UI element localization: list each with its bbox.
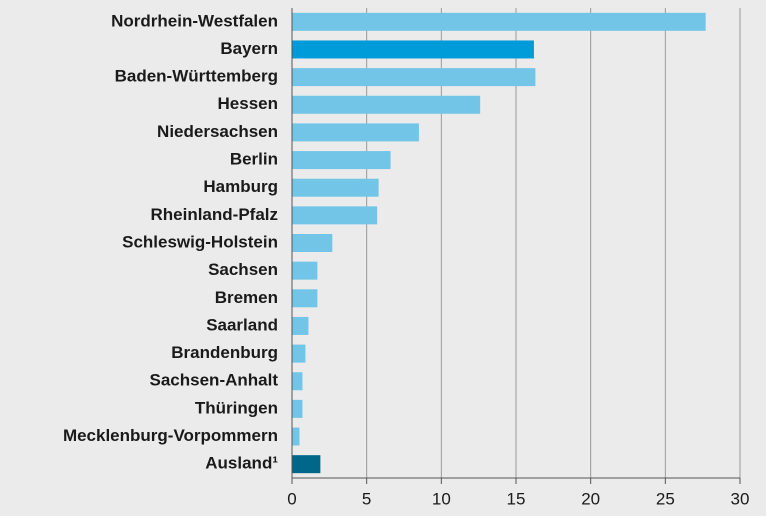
y-tick-label: Nordrhein-Westfalen: [111, 11, 278, 30]
bar: [292, 68, 536, 87]
bar: [292, 261, 318, 280]
bar: [292, 123, 419, 142]
y-tick-label: Niedersachsen: [157, 122, 278, 141]
x-tick-label: 0: [287, 489, 296, 508]
y-tick-label: Bayern: [220, 39, 278, 58]
bar: [292, 151, 391, 170]
y-tick-label: Saarland: [206, 315, 278, 334]
x-tick-label: 15: [507, 489, 526, 508]
bar: [292, 178, 379, 197]
y-tick-label: Thüringen: [195, 398, 278, 417]
bar: [292, 289, 318, 308]
bar: [292, 206, 378, 225]
x-tick-label: 25: [656, 489, 675, 508]
y-tick-label: Sachsen: [208, 260, 278, 279]
y-tick-label: Sachsen-Anhalt: [150, 371, 279, 390]
bar: [292, 399, 303, 418]
y-tick-label: Ausland¹: [205, 454, 278, 473]
bar: [292, 316, 309, 335]
bar: [292, 372, 303, 391]
y-tick-label: Bremen: [215, 288, 278, 307]
y-tick-label: Hamburg: [203, 177, 278, 196]
y-tick-label: Brandenburg: [171, 343, 278, 362]
bar: [292, 95, 481, 114]
x-tick-label: 5: [362, 489, 371, 508]
x-tick-label: 30: [731, 489, 750, 508]
y-tick-label: Baden-Württemberg: [115, 67, 278, 86]
bar: [292, 455, 321, 474]
y-tick-label: Berlin: [230, 150, 278, 169]
y-tick-label: Rheinland-Pfalz: [150, 205, 278, 224]
bar: [292, 234, 333, 252]
bar: [292, 427, 300, 446]
bar: [292, 344, 306, 363]
bar: [292, 40, 534, 59]
y-tick-label: Mecklenburg-Vorpommern: [63, 426, 278, 445]
x-tick-label: 10: [432, 489, 451, 508]
bar: [292, 12, 706, 31]
y-tick-label: Schleswig-Holstein: [122, 232, 278, 251]
x-tick-label: 20: [581, 489, 600, 508]
y-tick-label: Hessen: [218, 94, 278, 113]
